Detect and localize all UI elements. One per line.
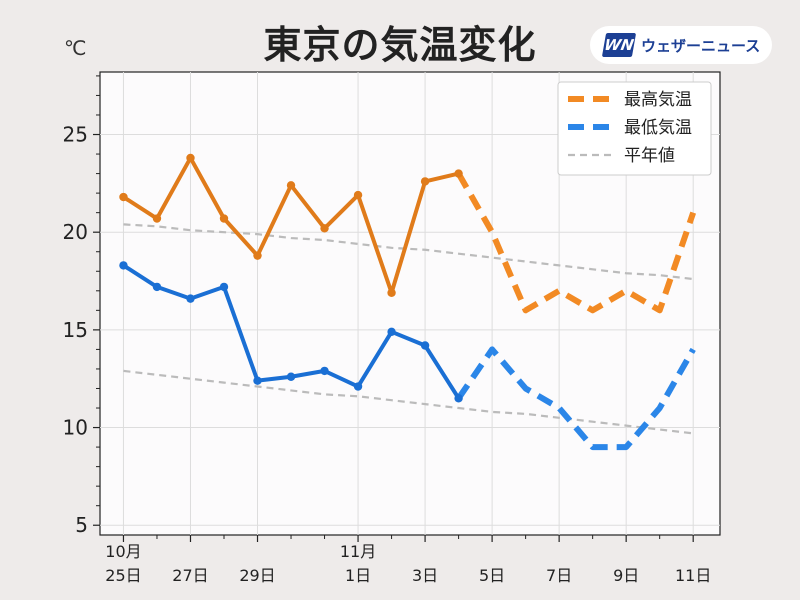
high-point	[253, 251, 262, 260]
y-tick-label: 10	[63, 416, 88, 440]
x-tick-label: 7日	[546, 566, 572, 585]
low-point	[152, 282, 162, 292]
x-tick-label-line: 11日	[675, 566, 711, 585]
x-tick-label-line: 3日	[412, 566, 438, 585]
y-tick-label: 25	[63, 123, 88, 147]
x-tick-label: 29日	[239, 566, 275, 585]
low-point	[387, 327, 396, 337]
legend-label: 最高気温	[624, 90, 692, 110]
low-point	[320, 366, 329, 376]
x-tick-label: 3日	[412, 566, 438, 585]
y-axis-unit: ℃	[64, 36, 87, 60]
series-group	[119, 153, 697, 451]
low-point	[353, 382, 363, 391]
low-point	[420, 341, 430, 350]
legend-label: 平年値	[624, 146, 675, 166]
x-tick-label: 10月 25日	[105, 542, 141, 585]
high-point	[119, 192, 128, 202]
x-tick-label-line: 9日	[613, 566, 639, 585]
low-point	[119, 261, 128, 270]
high-point	[420, 177, 430, 186]
low-point	[219, 282, 229, 292]
high-point	[152, 214, 162, 223]
low-point	[186, 294, 195, 303]
high-point	[286, 181, 296, 190]
x-tick-label: 27日	[172, 566, 208, 585]
logo-text: ウェザーニュース	[641, 36, 761, 55]
low-forecast-line	[456, 346, 696, 451]
x-tick-label: 11月 1日	[340, 542, 376, 585]
chart-title: 東京の気温変化	[263, 23, 537, 67]
x-tick-label: 11日	[675, 566, 711, 585]
low-point	[253, 376, 262, 385]
low-point	[454, 394, 463, 403]
x-tick-label-line: 29日	[239, 566, 275, 585]
x-tick-label-line: 7日	[546, 566, 572, 585]
high-point	[186, 153, 195, 163]
x-tick-label-line: 25日	[105, 566, 141, 585]
legend-label: 最低気温	[624, 118, 692, 138]
high-point	[454, 169, 463, 178]
x-tick-label-line: 5日	[479, 566, 505, 585]
x-tick-label-line: 1日	[345, 566, 371, 585]
high-point	[219, 214, 229, 223]
grid-lines	[100, 72, 720, 535]
x-tick-label-line: 11月	[340, 542, 376, 561]
x-tick-label-line: 10月	[105, 542, 141, 561]
x-tick-label: 5日	[479, 566, 505, 585]
y-tick-label: 5	[75, 513, 88, 537]
high-forecast-line	[455, 172, 697, 314]
x-tick-label: 9日	[613, 566, 639, 585]
high-point	[387, 288, 396, 297]
y-tick-label: 15	[63, 318, 88, 342]
y-tick-label: 20	[63, 220, 88, 244]
low-point	[286, 372, 296, 381]
legend-box	[557, 81, 712, 176]
high-point	[320, 224, 329, 233]
weathernews-logo: WN ウェザーニュース	[590, 26, 772, 64]
high-point	[353, 190, 363, 200]
x-tick-label-line: 27日	[172, 566, 208, 585]
